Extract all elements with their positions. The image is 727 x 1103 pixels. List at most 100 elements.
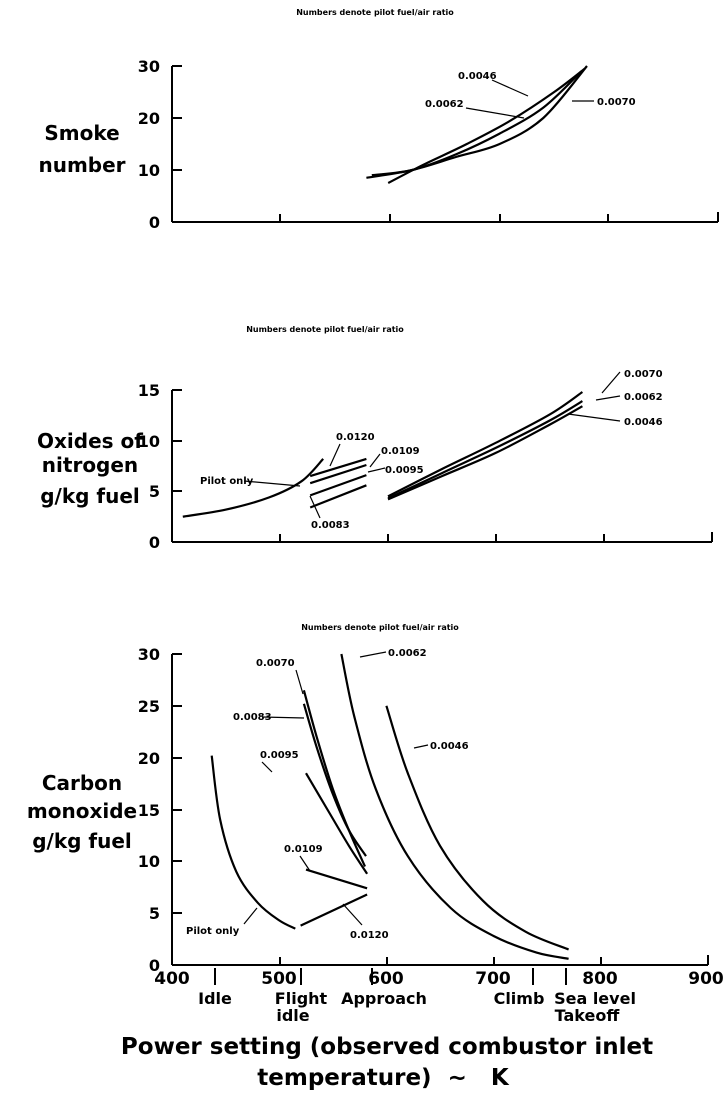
- nox-label-0046: 0.0046: [624, 417, 663, 428]
- nox-ytick-10: 10: [138, 432, 160, 451]
- co-xtick-600: 600: [368, 969, 404, 989]
- nox-panel: Numbers denote pilot fuel/air ratio Oxid…: [37, 325, 713, 552]
- smoke-ytick-0: 0: [149, 213, 160, 232]
- nox-series-0062: [387, 400, 583, 500]
- nox-leader-0046: [567, 413, 621, 422]
- co-label-0062: 0.0062: [388, 648, 427, 659]
- smoke-leader-0062: [465, 107, 525, 119]
- nox-leader-0109: [369, 453, 381, 468]
- phase-flight: Flight: [275, 989, 328, 1008]
- nox-label-0120: 0.0120: [336, 432, 375, 443]
- smoke-label-0062: 0.0062: [425, 99, 464, 110]
- nox-series-0095: [309, 474, 367, 497]
- co-ytick-30: 30: [138, 645, 160, 664]
- co-leader-0046: [413, 744, 429, 749]
- co-label-0083: 0.0083: [233, 712, 272, 723]
- co-ytick-20: 20: [138, 749, 160, 768]
- phase-flight-idle: idle: [276, 1006, 309, 1025]
- smoke-leader-0046: [491, 79, 529, 97]
- nox-series-0070: [387, 391, 584, 498]
- phase-approach: Approach: [341, 989, 427, 1008]
- phase-idle: Idle: [198, 989, 232, 1008]
- nox-label-0062: 0.0062: [624, 392, 663, 403]
- smoke-ylabel-line-2: number: [38, 153, 125, 177]
- nox-series-0109: [309, 463, 367, 485]
- phase-climb: Climb: [494, 989, 545, 1008]
- smoke-x-axis: [172, 212, 719, 223]
- co-ytick-0: 0: [149, 956, 160, 975]
- co-label-0095: 0.0095: [260, 750, 299, 761]
- phase-sea-level: Sea level: [554, 989, 636, 1008]
- co-panel: Numbers denote pilot fuel/air ratio Carb…: [27, 623, 724, 1091]
- nox-ytick-15: 15: [138, 381, 160, 400]
- co-series-0046: [385, 705, 570, 951]
- nox-y-axis: [171, 389, 182, 542]
- co-label-0109: 0.0109: [284, 844, 323, 855]
- nox-series-0120: [309, 457, 367, 478]
- nox-leader-0062: [595, 395, 621, 401]
- smoke-ytick-20: 20: [138, 109, 160, 128]
- co-leader-pilot-only: [243, 907, 258, 925]
- co-leader-0070: [295, 669, 304, 695]
- co-series-0062: [340, 653, 569, 960]
- nox-series-pilot-only: [182, 458, 325, 518]
- nox-label-pilot-only: Pilot only: [200, 476, 254, 487]
- co-series-0109: [305, 868, 368, 890]
- co-xtick-900: 900: [688, 969, 724, 989]
- co-ytick-15: 15: [138, 801, 160, 820]
- nox-series-0046: [387, 405, 583, 501]
- co-phase-markers: [214, 968, 567, 985]
- co-leader-0120: [342, 903, 363, 926]
- co-series-pilot-only: [210, 755, 296, 930]
- smoke-panel: Numbers denote pilot fuel/air ratio Smok…: [38, 8, 719, 232]
- nox-ytick-0: 0: [149, 533, 160, 552]
- smoke-y-axis: [171, 65, 182, 222]
- co-xtick-400: 400: [154, 969, 190, 989]
- co-series-0095: [305, 772, 369, 875]
- co-label-0120: 0.0120: [350, 930, 389, 941]
- nox-ylabel-line-1: Oxides of: [37, 429, 143, 453]
- co-ytick-5: 5: [149, 904, 160, 923]
- smoke-ylabel-line-1: Smoke: [44, 121, 119, 145]
- co-xtick-700: 700: [475, 969, 511, 989]
- nox-x-axis: [172, 532, 713, 543]
- co-label-0046: 0.0046: [430, 741, 469, 752]
- co-ylabel-line-1: Carbon: [42, 771, 122, 795]
- smoke-series-0062: [371, 70, 583, 177]
- nox-label-0083: 0.0083: [311, 520, 350, 531]
- smoke-ytick-30: 30: [138, 57, 160, 76]
- co-leader-0083: [261, 716, 305, 719]
- co-xlabel-line-1: Power setting (observed combustor inlet: [121, 1034, 653, 1060]
- co-ytick-10: 10: [138, 852, 160, 871]
- co-leader-0062: [359, 651, 387, 658]
- co-label-0070: 0.0070: [256, 658, 295, 669]
- co-panel-note: Numbers denote pilot fuel/air ratio: [301, 623, 459, 632]
- nox-ylabel-line-2: nitrogen: [42, 453, 138, 477]
- smoke-label-0046: 0.0046: [458, 71, 497, 82]
- co-series-0120: [300, 893, 368, 927]
- nox-label-0070: 0.0070: [624, 369, 663, 380]
- smoke-label-0070: 0.0070: [597, 97, 636, 108]
- nox-leader-0120: [329, 443, 341, 467]
- co-xlabel-line-2: temperature) ~ K: [257, 1065, 510, 1091]
- nox-series-0083: [309, 484, 367, 509]
- co-ylabel-line-2: monoxide: [27, 799, 137, 823]
- nox-leader-0070: [601, 371, 621, 394]
- co-label-pilot-only: Pilot only: [186, 926, 240, 937]
- co-ylabel-line-3: g/kg fuel: [32, 829, 132, 853]
- smoke-series-0070: [366, 65, 588, 179]
- nox-label-0095: 0.0095: [385, 465, 424, 476]
- co-ytick-25: 25: [138, 697, 160, 716]
- nox-leader-0095: [367, 467, 386, 473]
- co-xtick-800: 800: [582, 969, 618, 989]
- co-series-0070: [302, 690, 367, 867]
- co-x-axis: [172, 955, 709, 966]
- co-leader-0109: [299, 855, 311, 872]
- nox-panel-note: Numbers denote pilot fuel/air ratio: [246, 325, 404, 334]
- smoke-series-0046: [387, 67, 586, 184]
- nox-leader-pilot-only: [243, 480, 301, 487]
- nox-label-0109: 0.0109: [381, 446, 420, 457]
- nox-leader-0083: [309, 495, 321, 519]
- nox-ylabel-line-3: g/kg fuel: [40, 484, 140, 508]
